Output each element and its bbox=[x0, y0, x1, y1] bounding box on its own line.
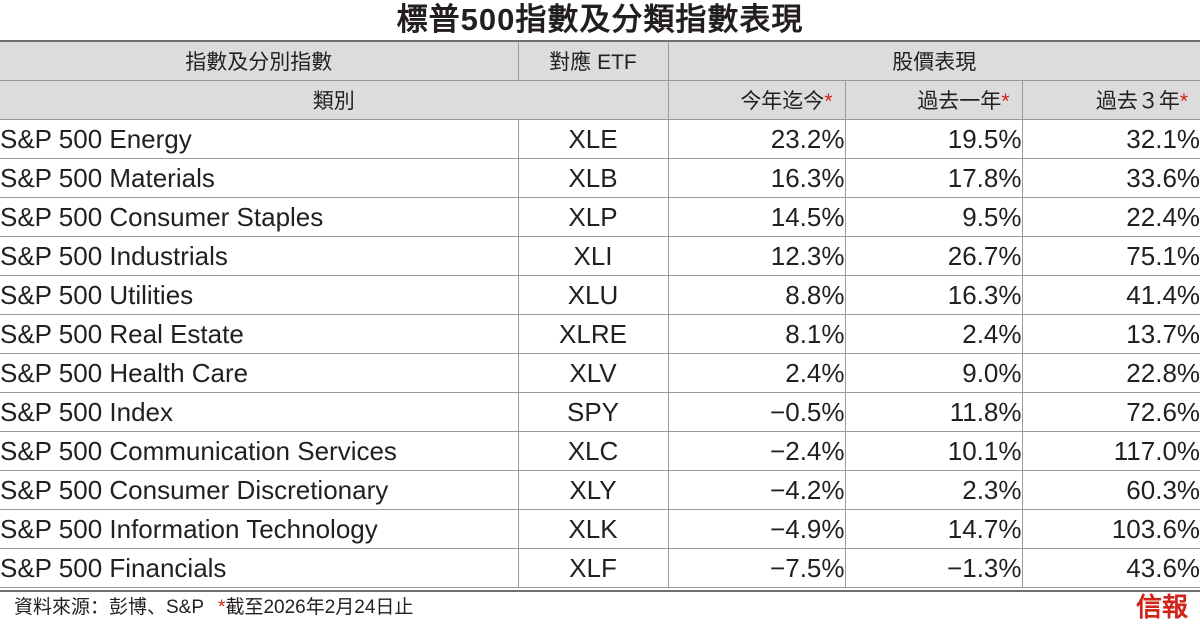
cell-index-name: S&P 500 Consumer Staples bbox=[0, 197, 518, 237]
cell-index-name: S&P 500 Real Estate bbox=[0, 314, 518, 354]
cell-3y: 33.6% bbox=[1021, 158, 1200, 198]
cell-1y: 2.3% bbox=[844, 470, 1022, 510]
header-1y-asterisk: * bbox=[1001, 90, 1010, 113]
header-3y-asterisk: * bbox=[1179, 90, 1189, 113]
cell-index-name: S&P 500 Communication Services bbox=[0, 431, 518, 471]
header-3y: 過去３年* bbox=[1021, 80, 1200, 120]
cell-3y: 43.6% bbox=[1021, 548, 1200, 588]
cell-3y: 60.3% bbox=[1021, 470, 1200, 510]
cell-etf: XLP bbox=[517, 197, 668, 237]
page-title: 標普500指數及分類指數表現 bbox=[396, 2, 804, 37]
table-row: S&P 500 Industrials XLI 12.3% 26.7% 75.1… bbox=[0, 236, 1200, 276]
table-row: S&P 500 Utilities XLU 8.8% 16.3% 41.4% bbox=[0, 275, 1200, 315]
cell-index-name: S&P 500 Consumer Discretionary bbox=[0, 470, 518, 510]
cell-etf: XLV bbox=[517, 353, 668, 393]
header-category: 類別 bbox=[0, 80, 668, 120]
header-index: 指數及分別指數 bbox=[0, 40, 518, 81]
cell-ytd: −7.5% bbox=[667, 548, 845, 588]
cell-1y: 19.5% bbox=[844, 119, 1022, 159]
table-row: S&P 500 Information Technology XLK −4.9%… bbox=[0, 509, 1200, 549]
cell-etf: XLRE bbox=[517, 314, 668, 354]
cell-3y: 41.4% bbox=[1021, 275, 1200, 315]
note-text: 截至2026年2月24日止 bbox=[225, 597, 414, 618]
cell-etf: XLE bbox=[517, 119, 668, 159]
table-row: S&P 500 Index SPY −0.5% 11.8% 72.6% bbox=[0, 392, 1200, 432]
table-row: S&P 500 Consumer Staples XLP 14.5% 9.5% … bbox=[0, 197, 1200, 237]
cell-ytd: −2.4% bbox=[667, 431, 845, 471]
table-row: S&P 500 Consumer Discretionary XLY −4.2%… bbox=[0, 470, 1200, 510]
table-row: S&P 500 Communication Services XLC −2.4%… bbox=[0, 431, 1200, 471]
cell-ytd: 8.1% bbox=[667, 314, 845, 354]
table-row: S&P 500 Real Estate XLRE 8.1% 2.4% 13.7% bbox=[0, 314, 1200, 354]
header-performance: 股價表現 bbox=[667, 40, 1200, 81]
cell-ytd: 2.4% bbox=[667, 353, 845, 393]
cell-3y: 13.7% bbox=[1021, 314, 1200, 354]
cell-index-name: S&P 500 Utilities bbox=[0, 275, 518, 315]
cell-ytd: −4.9% bbox=[667, 509, 845, 549]
cell-1y: 14.7% bbox=[844, 509, 1022, 549]
cell-1y: 10.1% bbox=[844, 431, 1022, 471]
source-note: 資料來源：彭博、S&P *截至2026年2月24日止 bbox=[14, 595, 413, 621]
table-row: S&P 500 Financials XLF −7.5% −1.3% 43.6% bbox=[0, 548, 1200, 588]
cell-ytd: 8.8% bbox=[667, 275, 845, 315]
cell-3y: 117.0% bbox=[1021, 431, 1200, 471]
cell-index-name: S&P 500 Health Care bbox=[0, 353, 518, 393]
cell-index-name: S&P 500 Information Technology bbox=[0, 509, 518, 549]
cell-3y: 72.6% bbox=[1021, 392, 1200, 432]
cell-etf: XLK bbox=[517, 509, 668, 549]
cell-3y: 75.1% bbox=[1021, 236, 1200, 276]
note-asterisk: * bbox=[218, 597, 226, 618]
cell-ytd: 14.5% bbox=[667, 197, 845, 237]
date-note: *截至2026年2月24日止 bbox=[218, 597, 413, 618]
cell-etf: XLB bbox=[517, 158, 668, 198]
table-body: S&P 500 Energy XLE 23.2% 19.5% 32.1% S&P… bbox=[0, 119, 1200, 588]
cell-1y: 17.8% bbox=[844, 158, 1022, 198]
cell-etf: XLF bbox=[517, 548, 668, 588]
cell-ytd: −0.5% bbox=[667, 392, 845, 432]
cell-etf: SPY bbox=[517, 392, 668, 432]
header-1y: 過去一年* bbox=[844, 80, 1022, 120]
header-ytd: 今年迄今* bbox=[667, 80, 845, 120]
footer: 資料來源：彭博、S&P *截至2026年2月24日止 信報 bbox=[0, 590, 1200, 624]
cell-3y: 22.4% bbox=[1021, 197, 1200, 237]
cell-etf: XLY bbox=[517, 470, 668, 510]
cell-ytd: 16.3% bbox=[667, 158, 845, 198]
cell-3y: 22.8% bbox=[1021, 353, 1200, 393]
cell-1y: 26.7% bbox=[844, 236, 1022, 276]
cell-1y: 11.8% bbox=[844, 392, 1022, 432]
header-etf: 對應 ETF bbox=[517, 40, 668, 81]
cell-1y: −1.3% bbox=[844, 548, 1022, 588]
cell-3y: 103.6% bbox=[1021, 509, 1200, 549]
cell-1y: 2.4% bbox=[844, 314, 1022, 354]
table-row: S&P 500 Energy XLE 23.2% 19.5% 32.1% bbox=[0, 119, 1200, 159]
header-ytd-asterisk: * bbox=[824, 90, 833, 113]
header-3y-label: 過去３年 bbox=[1095, 90, 1180, 113]
cell-index-name: S&P 500 Financials bbox=[0, 548, 518, 588]
cell-etf: XLC bbox=[517, 431, 668, 471]
cell-1y: 9.5% bbox=[844, 197, 1022, 237]
cell-ytd: 12.3% bbox=[667, 236, 845, 276]
cell-index-name: S&P 500 Materials bbox=[0, 158, 518, 198]
cell-3y: 32.1% bbox=[1021, 119, 1200, 159]
cell-1y: 16.3% bbox=[844, 275, 1022, 315]
cell-etf: XLU bbox=[517, 275, 668, 315]
publisher-logo: 信報 bbox=[1135, 593, 1188, 623]
source-text: 資料來源：彭博、S&P bbox=[14, 597, 205, 618]
cell-ytd: 23.2% bbox=[667, 119, 845, 159]
header-1y-label: 過去一年 bbox=[917, 90, 1002, 113]
performance-table: 指數及分別指數 對應 ETF 股價表現 類別 今年迄今* 過去一年* 過去３年*… bbox=[0, 40, 1200, 588]
table-row: S&P 500 Health Care XLV 2.4% 9.0% 22.8% bbox=[0, 353, 1200, 393]
cell-etf: XLI bbox=[517, 236, 668, 276]
cell-index-name: S&P 500 Index bbox=[0, 392, 518, 432]
cell-ytd: −4.2% bbox=[667, 470, 845, 510]
cell-1y: 9.0% bbox=[844, 353, 1022, 393]
cell-index-name: S&P 500 Industrials bbox=[0, 236, 518, 276]
table-row: S&P 500 Materials XLB 16.3% 17.8% 33.6% bbox=[0, 158, 1200, 198]
cell-index-name: S&P 500 Energy bbox=[0, 119, 518, 159]
header-ytd-label: 今年迄今 bbox=[740, 90, 825, 113]
